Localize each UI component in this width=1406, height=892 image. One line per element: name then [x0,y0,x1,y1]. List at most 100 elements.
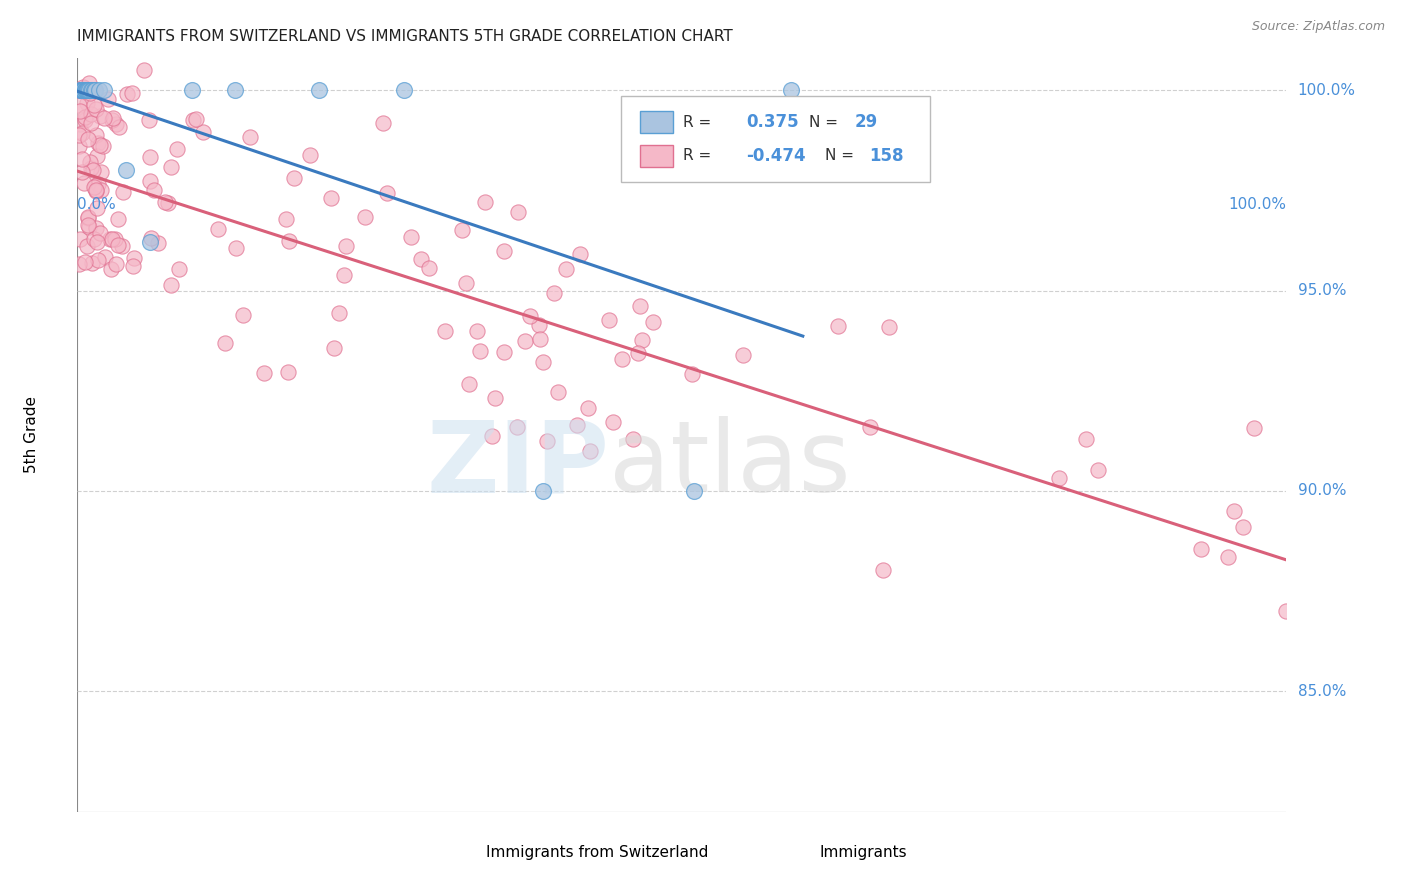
Point [87,252,110,267]
Point [143,183,166,197]
Point [124,252,146,266]
Point [104,232,127,246]
Point [104,257,127,271]
Point [83,179,105,194]
Point [631,334,654,348]
Point [139,235,162,250]
Point [681,367,703,381]
Point [101,232,124,246]
Point [77,132,100,146]
Point [80,256,103,270]
Point [93,83,115,97]
Point [73,83,96,97]
Point [114,163,136,178]
Point [69,83,91,97]
Point [451,223,474,237]
Point [70,126,93,140]
Point [79,83,101,97]
Point [323,341,346,355]
Point [86,201,108,215]
Point [77,218,100,232]
Point [79,87,101,101]
Point [86,149,108,163]
Point [77,77,100,91]
Point [181,83,204,97]
Point [80,161,103,176]
Point [433,325,456,339]
Point [375,186,398,201]
Point [132,62,155,77]
Point [139,174,162,188]
Point [274,212,297,227]
Point [148,235,170,250]
Point [877,320,900,334]
Point [506,419,529,434]
Point [1191,541,1213,556]
Point [84,102,107,116]
FancyBboxPatch shape [640,111,673,133]
Point [139,231,162,245]
Point [112,186,135,200]
Point [253,366,276,380]
Point [456,277,478,291]
Point [160,160,183,174]
Point [392,83,415,97]
Point [602,415,624,429]
Text: Immigrants: Immigrants [820,845,907,860]
FancyBboxPatch shape [621,95,929,182]
Point [80,116,103,130]
Point [83,231,105,245]
Point [627,346,650,360]
Point [1275,604,1298,618]
Text: 95.0%: 95.0% [1298,283,1346,298]
Point [299,148,322,162]
Point [70,164,93,178]
FancyBboxPatch shape [453,844,479,861]
Point [67,128,90,142]
Point [121,86,143,100]
Point [67,139,90,153]
Point [138,113,160,128]
Point [67,257,90,271]
Point [79,83,101,97]
Text: N =: N = [824,148,853,163]
Point [224,83,246,97]
Point [184,112,207,127]
Point [515,334,537,348]
Text: Immigrants from Switzerland: Immigrants from Switzerland [486,845,709,860]
Point [86,184,108,198]
Point [474,194,496,209]
Text: -0.474: -0.474 [747,147,806,165]
Point [76,83,98,97]
Point [67,98,90,112]
Point [84,128,107,143]
Text: IMMIGRANTS FROM SWITZERLAND VS IMMIGRANTS 5TH GRADE CORRELATION CHART: IMMIGRANTS FROM SWITZERLAND VS IMMIGRANT… [77,29,733,45]
Point [555,262,578,277]
Point [239,129,262,144]
Text: 0.375: 0.375 [747,113,799,131]
Point [160,277,183,292]
Point [86,235,108,250]
Point [598,312,620,326]
Point [103,112,125,126]
Point [93,112,115,126]
Point [641,315,664,329]
Point [465,324,488,338]
Point [80,83,103,97]
Point [610,351,633,366]
Point [76,96,98,111]
Text: R =: R = [683,114,716,129]
Point [335,239,357,253]
Point [328,305,350,319]
Point [468,343,491,358]
Point [277,365,299,379]
Point [529,332,551,346]
Point [399,230,422,244]
Point [214,335,236,350]
Text: 100.0%: 100.0% [1229,196,1286,211]
Point [105,118,128,132]
Text: 90.0%: 90.0% [1298,483,1346,499]
Point [75,255,97,269]
Point [91,139,114,153]
Point [107,211,129,226]
